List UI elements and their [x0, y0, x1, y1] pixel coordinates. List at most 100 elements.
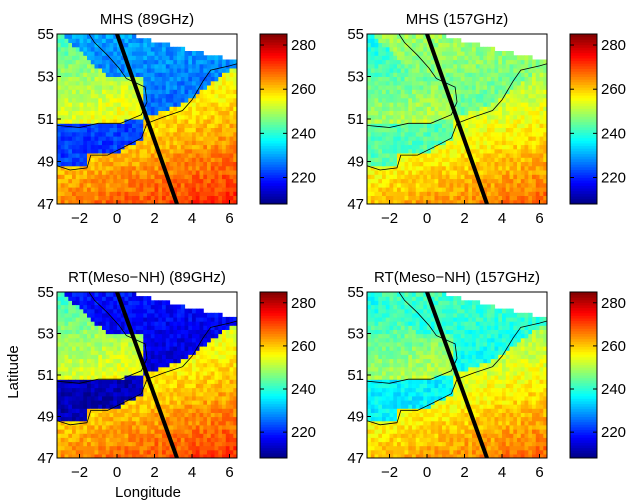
heatmap-cell — [494, 89, 499, 95]
heatmap-cell — [105, 362, 111, 368]
heatmap-cell — [75, 350, 81, 355]
heatmap-cell — [113, 399, 118, 405]
heatmap-cell — [378, 42, 383, 48]
heatmap-cell — [532, 191, 537, 196]
heatmap-cell — [464, 51, 469, 56]
heatmap-cell — [460, 123, 466, 128]
heatmap-cell — [120, 449, 126, 455]
heatmap-cell — [494, 157, 499, 162]
heatmap-cell — [169, 51, 174, 56]
heatmap-cell — [449, 157, 454, 162]
heatmap-cell — [158, 358, 163, 364]
heatmap-cell — [105, 341, 111, 347]
heatmap-cell — [218, 123, 223, 128]
heatmap-cell — [535, 148, 541, 154]
heatmap-cell — [139, 308, 144, 314]
heatmap-cell — [374, 59, 379, 65]
heatmap-cell — [158, 51, 163, 56]
heatmap-cell — [222, 161, 227, 167]
heatmap-cell — [449, 114, 454, 120]
heatmap-cell — [195, 148, 201, 154]
heatmap-cell — [207, 178, 212, 184]
heatmap-cell — [154, 441, 159, 447]
heatmap-cell — [117, 131, 122, 137]
heatmap-cell — [150, 165, 156, 171]
heatmap-cell — [109, 140, 114, 146]
heatmap-cell — [438, 80, 443, 86]
heatmap-cell — [87, 391, 92, 397]
heatmap-cell — [128, 51, 133, 56]
heatmap-cell — [90, 416, 96, 422]
heatmap-cell — [494, 144, 499, 150]
heatmap-cell — [147, 114, 152, 120]
heatmap-cell — [57, 304, 62, 310]
heatmap-cell — [430, 93, 436, 99]
heatmap-cell — [60, 387, 65, 393]
heatmap-cell — [98, 300, 103, 306]
heatmap-cell — [154, 178, 159, 184]
heatmap-cell — [442, 72, 447, 77]
heatmap-cell — [143, 453, 148, 458]
heatmap-cell — [139, 55, 144, 61]
heatmap-cell — [177, 59, 182, 65]
heatmap-cell — [79, 80, 84, 86]
heatmap-cell — [158, 106, 163, 111]
heatmap-cell — [143, 337, 148, 343]
heatmap-cell — [83, 325, 88, 330]
heatmap-cell — [109, 34, 114, 39]
heatmap-cell — [90, 424, 96, 430]
heatmap-cell — [150, 308, 156, 314]
heatmap-cell — [79, 325, 84, 330]
heatmap-cell — [120, 187, 126, 192]
heatmap-cell — [543, 148, 547, 154]
heatmap-cell — [397, 110, 402, 116]
heatmap-cell — [378, 191, 383, 196]
heatmap-cell — [173, 144, 178, 150]
heatmap-cell — [464, 59, 469, 65]
heatmap-cell — [393, 76, 398, 82]
heatmap-cell — [124, 165, 129, 171]
heatmap-cell — [487, 199, 492, 204]
heatmap-cell — [87, 199, 92, 204]
heatmap-cell — [173, 170, 178, 175]
heatmap-cell — [460, 59, 466, 65]
heatmap-cell — [218, 161, 223, 167]
heatmap-cell — [94, 337, 99, 343]
heatmap-cell — [90, 140, 96, 146]
heatmap-cell — [147, 72, 152, 77]
heatmap-cell — [210, 131, 216, 137]
heatmap-cell — [94, 383, 99, 389]
heatmap-cell — [102, 34, 107, 39]
heatmap-cell — [173, 68, 178, 73]
heatmap-cell — [124, 329, 129, 335]
heatmap-cell — [535, 187, 541, 192]
heatmap-cell — [169, 195, 174, 201]
heatmap-cell — [135, 178, 141, 184]
heatmap-cell — [105, 102, 111, 107]
heatmap-cell — [102, 433, 107, 438]
heatmap-cell — [109, 333, 114, 339]
heatmap-cell — [225, 165, 231, 171]
colorbar-segment — [260, 193, 287, 197]
heatmap-cell — [90, 102, 96, 107]
heatmap-cell — [513, 59, 518, 65]
heatmap-cell — [532, 85, 537, 90]
heatmap-cell — [528, 195, 533, 201]
heatmap-cell — [532, 174, 537, 180]
heatmap-cell — [109, 114, 114, 120]
heatmap-cell — [173, 85, 178, 90]
heatmap-cell — [113, 195, 118, 201]
heatmap-cell — [109, 395, 114, 401]
heatmap-cell — [180, 106, 186, 111]
heatmap-cell — [83, 38, 88, 43]
colorbar-segment — [570, 92, 597, 96]
heatmap-cell — [408, 161, 413, 167]
heatmap-cell — [132, 34, 137, 39]
heatmap-cell — [464, 93, 469, 99]
heatmap-cell — [192, 68, 197, 73]
heatmap-cell — [132, 408, 137, 413]
heatmap-cell — [79, 395, 84, 401]
heatmap-cell — [423, 46, 428, 52]
heatmap-cell — [367, 140, 372, 146]
heatmap-cell — [225, 72, 231, 77]
